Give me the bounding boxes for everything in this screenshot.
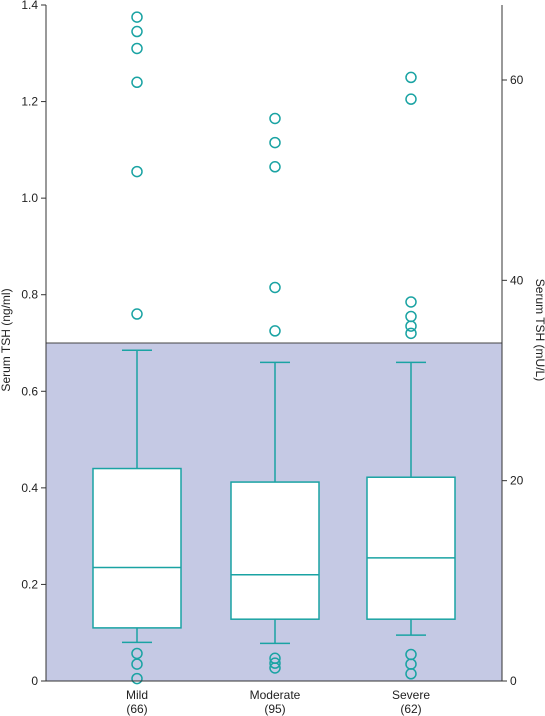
box-group-moderate [230, 112, 320, 674]
outlier-point [269, 161, 281, 173]
y-tick-label-left: 0.2 [21, 577, 38, 591]
outlier-point [405, 327, 417, 340]
y-tick-label-left: 0 [31, 674, 38, 688]
x-category-label: Severe [392, 688, 430, 702]
outlier-point [131, 11, 143, 23]
y-tick-label-left: 0.4 [21, 481, 38, 495]
outlier-point [131, 76, 143, 89]
x-category-label: Moderate [250, 688, 301, 702]
outlier-point [405, 93, 417, 105]
labels-layer: Mild(66) Moderate(95) Severe(62) [126, 688, 430, 716]
outlier-point [405, 71, 417, 84]
outlier-point [269, 325, 281, 337]
boxes-layer [92, 11, 456, 685]
y-axis-title-left: Serum TSH (ng/ml) [0, 288, 13, 391]
box-group-mild [92, 11, 182, 685]
x-category-count: (62) [400, 702, 421, 716]
y-tick-label-left: 1.2 [21, 95, 38, 109]
y-tick-label-right: 0 [510, 674, 517, 688]
outlier-point [269, 112, 281, 125]
y-tick-label-right: 20 [510, 474, 524, 488]
outlier-point [405, 296, 417, 308]
outlier-point [405, 310, 417, 323]
y-tick-label-left: 0.8 [21, 288, 38, 302]
interquartile-box [92, 467, 182, 629]
outlier-point [131, 647, 143, 660]
outlier-point [131, 165, 143, 178]
y-tick-label-left: 1.4 [21, 0, 38, 12]
interquartile-box [230, 481, 320, 620]
y-tick-label-left: 0.6 [21, 384, 38, 398]
interquartile-box [366, 476, 456, 620]
outlier-point [405, 648, 417, 661]
outlier-point [269, 281, 281, 294]
axes-layer: 0 0.2 0.4 0.6 0.8 1.0 1.2 1.4 0 20 40 60 [21, 0, 523, 688]
y-tick-label-left: 1.0 [21, 191, 38, 205]
box-group-severe [366, 71, 456, 680]
y-axis-title-right: Serum TSH (mU/L) [533, 279, 545, 381]
y-tick-label-right: 60 [510, 73, 524, 87]
outlier-point [405, 320, 417, 332]
y-tick-label-right: 40 [510, 273, 524, 287]
x-category-count: (95) [264, 702, 285, 716]
x-category-label: Mild [126, 688, 148, 702]
outlier-point [131, 672, 143, 685]
x-category-count: (66) [126, 702, 147, 716]
outlier-point [131, 308, 143, 320]
outlier-point [131, 25, 143, 38]
outlier-point [131, 42, 143, 55]
outlier-point [269, 136, 281, 149]
outlier-point [269, 652, 281, 665]
outlier-point [269, 657, 281, 669]
